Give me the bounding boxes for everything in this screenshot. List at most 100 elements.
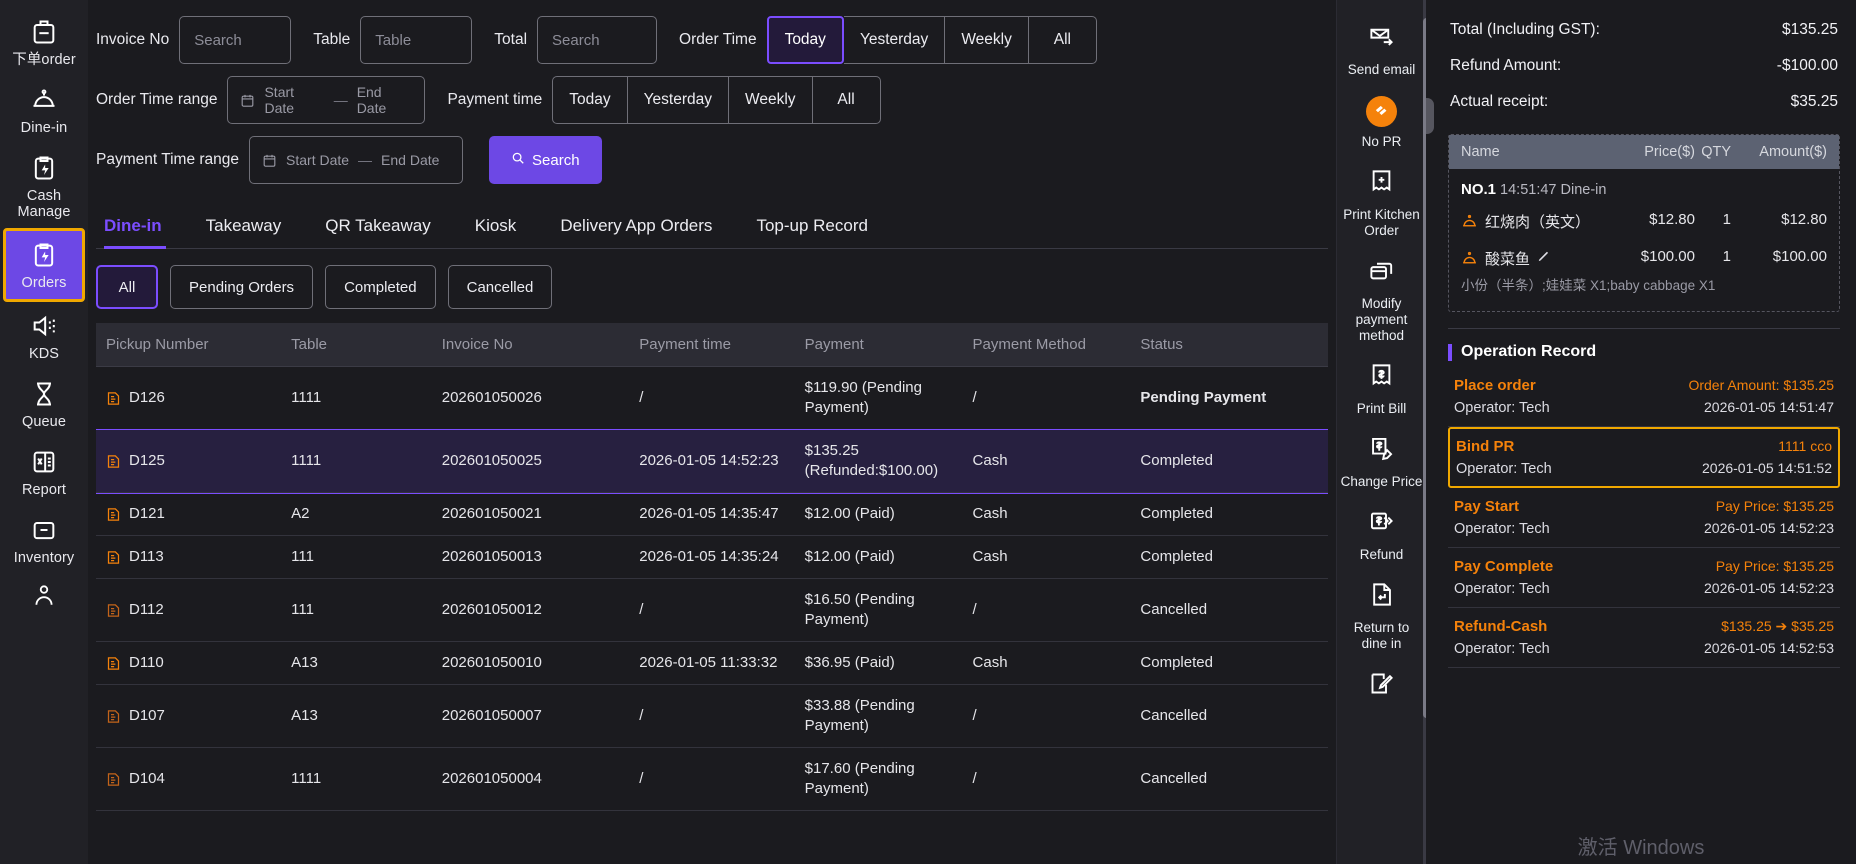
user-icon: [31, 584, 57, 606]
sidebar-item-report[interactable]: Report: [0, 438, 88, 506]
order-time-range-picker[interactable]: Start Date — End Date: [227, 76, 426, 124]
sidebar-item-kds[interactable]: KDS: [0, 302, 88, 370]
filter-row-2: Order Time range Start Date — End Date P…: [96, 74, 1336, 126]
action-no-pr[interactable]: No PR: [1337, 87, 1426, 159]
payment-time-option-today[interactable]: Today: [552, 76, 628, 124]
action-print-kitchen-order[interactable]: Print Kitchen Order: [1337, 159, 1426, 248]
item-price: $12.80: [1649, 211, 1695, 228]
tab-kiosk[interactable]: Kiosk: [474, 216, 517, 235]
sidebar-item-orders[interactable]: Orders: [3, 228, 85, 302]
cell-pickup-number: D121: [96, 492, 282, 536]
column-invoice-no[interactable]: Invoice No: [431, 323, 630, 367]
sidebar-item-queue[interactable]: Queue: [0, 370, 88, 438]
column-payment-time[interactable]: Payment time: [629, 323, 795, 367]
cell-payment: $12.00 (Paid): [794, 492, 963, 536]
order-time-option-weekly[interactable]: Weekly: [945, 16, 1029, 64]
orders-table: Pickup Number Table Invoice No Payment t…: [96, 323, 1328, 811]
table-input[interactable]: Table: [360, 16, 473, 64]
action-edit[interactable]: [1337, 661, 1426, 711]
operation-name: Pay Start: [1454, 498, 1520, 515]
order-time-option-all[interactable]: All: [1028, 16, 1097, 64]
column-payment-method[interactable]: Payment Method: [962, 323, 1131, 367]
tab-top-up-record[interactable]: Top-up Record: [756, 216, 868, 235]
summary-key: Refund Amount:: [1450, 57, 1562, 74]
order-time-option-yesterday[interactable]: Yesterday: [843, 16, 946, 64]
action-send-email[interactable]: Send email: [1337, 14, 1426, 87]
cell-payment-method: /: [962, 684, 1131, 748]
tab-qr-takeaway[interactable]: QR Takeaway: [325, 216, 431, 235]
payment-time-option-yesterday[interactable]: Yesterday: [627, 76, 729, 124]
payment-time-option-all[interactable]: All: [812, 76, 881, 124]
collapse-panel-button[interactable]: ›: [1426, 98, 1434, 134]
order-item-row: 酸菜鱼 $100.00 1 $100.00: [1461, 243, 1827, 274]
operation-name: Bind PR: [1456, 438, 1515, 455]
column-payment[interactable]: Payment: [794, 323, 963, 367]
operation-operator: Operator: Tech: [1456, 461, 1552, 477]
section-title-text: Operation Record: [1461, 343, 1597, 360]
total-placeholder: Search: [552, 31, 600, 49]
table-row[interactable]: D110 A13 202601050010 2026-01-05 11:33:32 $3…: [96, 641, 1328, 685]
sidebar-item-order[interactable]: 下单order: [0, 8, 88, 76]
tab-dine-in[interactable]: Dine-in: [96, 208, 184, 249]
table-row[interactable]: D126 1111 202601050026/$119.90 (Pending Pa…: [96, 366, 1328, 430]
status-filter-pending-orders[interactable]: Pending Orders: [170, 265, 314, 309]
tab-takeaway[interactable]: Takeaway: [205, 216, 282, 235]
cell-invoice-no: 202601050021: [431, 492, 630, 536]
cell-payment-time: 2026-01-05 14:35:47: [629, 492, 795, 536]
action-print-bill[interactable]: Print Bill: [1337, 353, 1426, 426]
column-status[interactable]: Status: [1130, 323, 1328, 367]
change-price-icon: [1368, 435, 1395, 467]
return-icon: [1368, 581, 1395, 613]
sidebar-item-profile[interactable]: [0, 574, 88, 614]
action-return-to-dine-in[interactable]: Return to dine in: [1337, 572, 1426, 661]
table-row[interactable]: D104 1111 202601050004/$17.60 (Pending Pay…: [96, 747, 1328, 811]
calendar-icon: [262, 153, 277, 168]
cell-pickup-number: D110: [96, 641, 282, 685]
status-filter-completed[interactable]: Completed: [325, 265, 436, 309]
action-refund[interactable]: Refund: [1337, 499, 1426, 572]
sidebar-item-inventory[interactable]: Inventory: [0, 506, 88, 574]
tab-delivery-app-orders[interactable]: Delivery App Orders: [560, 216, 713, 235]
table-row[interactable]: D112 111 202601050012/$16.50 (Pending Paym…: [96, 578, 1328, 642]
column-table[interactable]: Table: [281, 323, 432, 367]
sidebar-item-dine-in[interactable]: Dine-in: [0, 76, 88, 144]
cell-table: A13: [281, 684, 432, 748]
table-row[interactable]: D125 1111 202601050025 2026-01-05 14:52:23 $…: [96, 428, 1328, 494]
action-modify-payment-method[interactable]: Modify payment method: [1337, 248, 1426, 353]
status-filter-cancelled[interactable]: Cancelled: [447, 265, 553, 309]
total-input[interactable]: Search: [537, 16, 658, 64]
sidebar-item-cash-manage[interactable]: Cash Manage: [0, 144, 88, 228]
receipt-icon: [106, 453, 121, 470]
table-row[interactable]: D113 111 202601050013 2026-01-05 14:35:24 $1…: [96, 535, 1328, 579]
item-name-cell: 红烧肉（英文）: [1461, 211, 1621, 232]
table-row[interactable]: D121 A2 202601050021 2026-01-05 14:35:47 $12…: [96, 492, 1328, 536]
action-change-price[interactable]: Change Price: [1337, 426, 1426, 499]
cell-table: 111: [281, 578, 432, 642]
items-col-name: Name: [1461, 144, 1500, 160]
filter-bar: Invoice No Search Table Table Total Sear…: [88, 0, 1336, 198]
cell-table: 1111: [281, 429, 432, 493]
table-header-row: Pickup Number Table Invoice No Payment t…: [96, 323, 1328, 367]
search-button[interactable]: Search: [489, 136, 602, 184]
operation-timestamp: 2026-01-05 14:52:23: [1704, 520, 1834, 536]
status-filter-all[interactable]: All: [96, 265, 158, 309]
invoice-no-input[interactable]: Search: [179, 16, 292, 64]
range-separator: —: [358, 152, 373, 168]
range-separator: —: [333, 92, 348, 108]
cell-status: Cancelled: [1130, 684, 1328, 748]
calendar-icon: [240, 93, 255, 108]
order-time-option-today[interactable]: Today: [766, 16, 844, 64]
rail-scrollbar[interactable]: [1423, 0, 1426, 864]
receipt-icon: [106, 708, 121, 725]
action-label: Return to dine in: [1353, 620, 1410, 651]
payment-time-range-picker[interactable]: Start Date — End Date: [249, 136, 464, 184]
orders-table-body: D126 1111 202601050026/$119.90 (Pending Pa…: [96, 366, 1328, 811]
sidebar-item-label: Queue: [21, 414, 67, 430]
table-row[interactable]: D107 A13 202601050007/$33.88 (Pending Paym…: [96, 684, 1328, 748]
summary-value: -$100.00: [1776, 57, 1838, 74]
summary-row-refund: Refund Amount: -$100.00: [1448, 48, 1840, 84]
payment-time-option-weekly[interactable]: Weekly: [728, 76, 813, 124]
summary-row-actual-receipt: Actual receipt: $35.25: [1448, 84, 1840, 120]
invoice-no-label: Invoice No: [96, 31, 170, 48]
column-pickup-number[interactable]: Pickup Number: [96, 323, 282, 367]
